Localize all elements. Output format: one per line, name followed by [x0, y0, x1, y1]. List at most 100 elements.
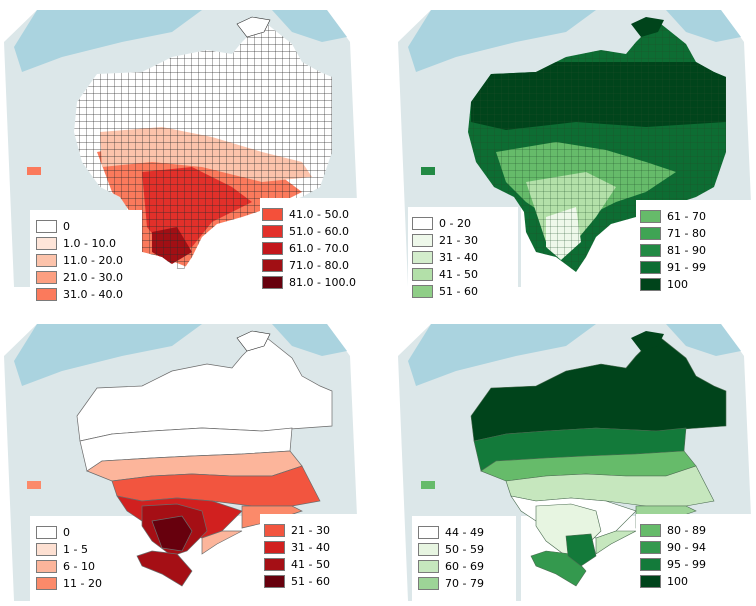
basemap-sea [408, 10, 596, 72]
legend-label: 31 - 40 [291, 541, 330, 554]
novaya-zemlya [631, 331, 664, 351]
legend-swatch [264, 541, 285, 554]
legend-label: 31 - 40 [439, 251, 478, 264]
legend-item: 71.0 - 80.0 [262, 257, 356, 274]
legend-item: 21.0 - 30.0 [36, 269, 123, 286]
legend-item: 91 - 99 [640, 259, 706, 276]
legend-swatch [418, 560, 439, 573]
legend-label: 61 - 70 [667, 210, 706, 223]
legend-swatch [412, 285, 433, 298]
legend-item: 80 - 89 [640, 522, 706, 539]
legend-label: 1.0 - 10.0 [63, 237, 116, 250]
legend-item: 61 - 70 [640, 208, 706, 225]
legend-column: 0 1.0 - 10.0 11.0 - 20.0 21.0 - 30.0 31.0 - … [36, 218, 123, 303]
map-panel-top-left: 0 1.0 - 10.0 11.0 - 20.0 21.0 - 30.0 31.0 - … [2, 2, 360, 301]
legend-label: 11.0 - 20.0 [63, 254, 123, 267]
legend-swatch [412, 251, 433, 264]
legend-label: 51 - 60 [291, 575, 330, 588]
legend-item: 21 - 30 [412, 232, 478, 249]
legend-label: 80 - 89 [667, 524, 706, 537]
legend-item: 90 - 94 [640, 539, 706, 556]
legend-item: 50 - 59 [418, 541, 484, 558]
legend-label: 81.0 - 100.0 [289, 276, 356, 289]
legend-swatch [36, 526, 57, 539]
legend-swatch [262, 208, 283, 221]
legend-item: 41.0 - 50.0 [262, 206, 356, 223]
legend-item: 11.0 - 20.0 [36, 252, 123, 269]
legend-label: 60 - 69 [445, 560, 484, 573]
legend-item: 31 - 40 [264, 539, 330, 556]
legend-swatch [262, 259, 283, 272]
legend-swatch [36, 560, 57, 573]
legend-item: 41 - 50 [264, 556, 330, 573]
legend-item: 81.0 - 100.0 [262, 274, 356, 291]
legend-label: 0 [63, 220, 70, 233]
novaya-zemlya [631, 17, 664, 37]
legend-item: 1 - 5 [36, 541, 102, 558]
legend-label: 41 - 50 [439, 268, 478, 281]
legend-item: 95 - 99 [640, 556, 706, 573]
legend-column: 0 - 20 21 - 30 31 - 40 41 - 50 51 - 60 [412, 215, 478, 300]
legend-item: 100 [640, 276, 706, 293]
legend-item: 31.0 - 40.0 [36, 286, 123, 303]
legend-label: 95 - 99 [667, 558, 706, 571]
legend-label: 91 - 99 [667, 261, 706, 274]
legend-left-bottom-left: 0 1 - 5 6 - 10 11 - 20 [30, 516, 128, 601]
legend-swatch [412, 234, 433, 247]
legend-label: 21 - 30 [439, 234, 478, 247]
legend-item: 41 - 50 [412, 266, 478, 283]
legend-label: 71 - 80 [667, 227, 706, 240]
legend-label: 41.0 - 50.0 [289, 208, 349, 221]
legend-swatch [412, 217, 433, 230]
legend-label: 50 - 59 [445, 543, 484, 556]
legend-label: 0 - 20 [439, 217, 471, 230]
basemap-sea-east [666, 10, 741, 42]
legend-swatch [640, 244, 661, 257]
legend-item: 0 - 20 [412, 215, 478, 232]
legend-swatch [262, 225, 283, 238]
legend-column: 41.0 - 50.0 51.0 - 60.0 61.0 - 70.0 71.0 - … [262, 206, 356, 291]
basemap-sea [14, 10, 202, 72]
legend-swatch [262, 276, 283, 289]
legend-column: 21 - 30 31 - 40 41 - 50 51 - 60 [264, 522, 330, 590]
legend-swatch [640, 541, 661, 554]
legend-label: 11 - 20 [63, 577, 102, 590]
kaliningrad [27, 481, 41, 489]
legend-column: 80 - 89 90 - 94 95 - 99 100 [640, 522, 706, 590]
legend-left-top-right: 0 - 20 21 - 30 31 - 40 41 - 50 51 - 60 [408, 207, 518, 298]
legend-label: 6 - 10 [63, 560, 95, 573]
legend-label: 51.0 - 60.0 [289, 225, 349, 238]
legend-swatch [36, 577, 57, 590]
kaliningrad [421, 167, 435, 175]
legend-item: 31 - 40 [412, 249, 478, 266]
legend-label: 100 [667, 575, 688, 588]
legend-item: 60 - 69 [418, 558, 484, 575]
legend-item: 11 - 20 [36, 575, 102, 592]
legend-item: 21 - 30 [264, 522, 330, 539]
legend-swatch [36, 254, 57, 267]
legend-item: 61.0 - 70.0 [262, 240, 356, 257]
legend-swatch [36, 237, 57, 250]
legend-label: 21.0 - 30.0 [63, 271, 123, 284]
region-polygons [76, 337, 333, 587]
legend-swatch [264, 558, 285, 571]
legend-swatch [640, 524, 661, 537]
legend-item: 70 - 79 [418, 575, 484, 592]
legend-label: 81 - 90 [667, 244, 706, 257]
legend-item: 51 - 60 [412, 283, 478, 300]
legend-swatch [264, 575, 285, 588]
basemap-sea-east [666, 324, 741, 356]
legend-item: 51 - 60 [264, 573, 330, 590]
legend-left-bottom-right: 44 - 49 50 - 59 60 - 69 70 - 79 [412, 516, 516, 601]
basemap-sea-east [272, 324, 347, 356]
legend-item: 81 - 90 [640, 242, 706, 259]
legend-item: 6 - 10 [36, 558, 102, 575]
legend-swatch [264, 524, 285, 537]
legend-swatch [640, 210, 661, 223]
legend-swatch [640, 558, 661, 571]
legend-swatch [640, 227, 661, 240]
legend-label: 71.0 - 80.0 [289, 259, 349, 272]
legend-swatch [36, 288, 57, 301]
novaya-zemlya [236, 16, 271, 38]
map-panel-bottom-right: 44 - 49 50 - 59 60 - 69 70 - 79 80 - 89 90 -… [396, 316, 754, 601]
